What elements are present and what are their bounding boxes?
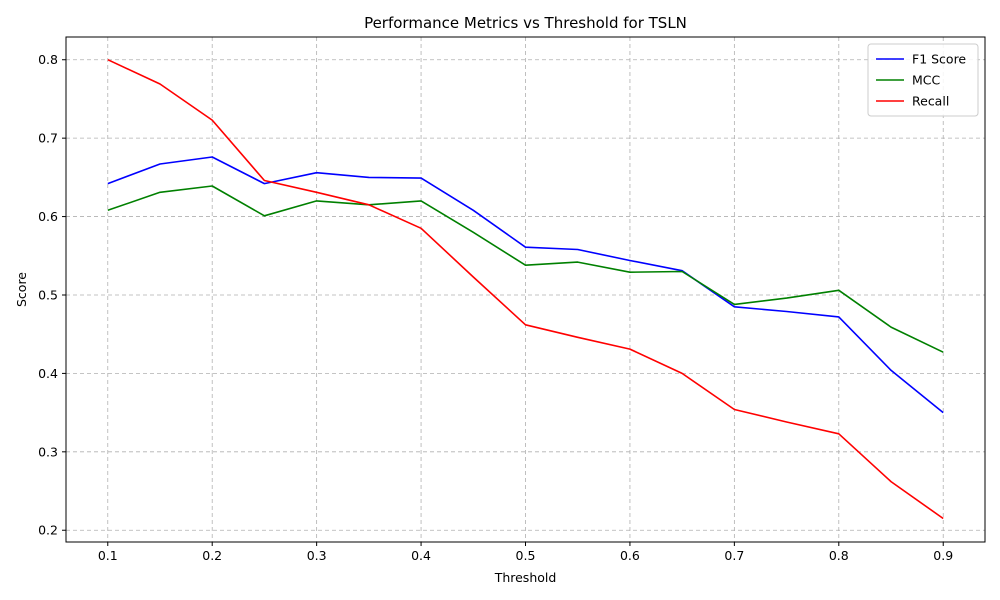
x-axis-ticks: 0.1 0.2 0.3 0.4 0.5 0.6 0.7 0.8 0.9 — [98, 542, 953, 563]
y-tick-label: 0.2 — [38, 523, 58, 538]
x-tick-label: 0.9 — [933, 548, 953, 563]
y-tick-label: 0.8 — [38, 52, 58, 67]
y-tick-label: 0.6 — [38, 209, 58, 224]
x-tick-label: 0.5 — [516, 548, 536, 563]
x-tick-label: 0.1 — [98, 548, 118, 563]
series-line-mcc — [107, 185, 944, 353]
grid-lines — [66, 37, 985, 542]
y-axis-label: Score — [14, 272, 29, 307]
x-tick-label: 0.3 — [307, 548, 327, 563]
x-tick-label: 0.7 — [724, 548, 744, 563]
legend-box — [867, 43, 979, 117]
y-tick-label: 0.4 — [38, 366, 58, 381]
series-line-recall — [107, 58, 944, 520]
x-tick-label: 0.6 — [620, 548, 640, 563]
series-line-f1-score — [107, 156, 944, 414]
y-axis-ticks: 0.2 0.3 0.4 0.5 0.6 0.7 0.8 — [38, 52, 66, 538]
legend: F1 Score MCC Recall — [867, 43, 979, 117]
x-axis-label: Threshold — [494, 570, 557, 585]
x-tick-label: 0.4 — [411, 548, 431, 563]
y-tick-label: 0.5 — [38, 287, 58, 302]
legend-label-f1-score: F1 Score — [912, 52, 966, 67]
legend-label-recall: Recall — [912, 94, 949, 109]
y-tick-label: 0.3 — [38, 444, 58, 459]
x-tick-label: 0.2 — [202, 548, 222, 563]
chart-title: Performance Metrics vs Threshold for TSL… — [364, 14, 687, 32]
legend-label-mcc: MCC — [912, 73, 941, 88]
series-lines — [107, 58, 944, 520]
x-tick-label: 0.8 — [829, 548, 849, 563]
y-tick-label: 0.7 — [38, 131, 58, 146]
